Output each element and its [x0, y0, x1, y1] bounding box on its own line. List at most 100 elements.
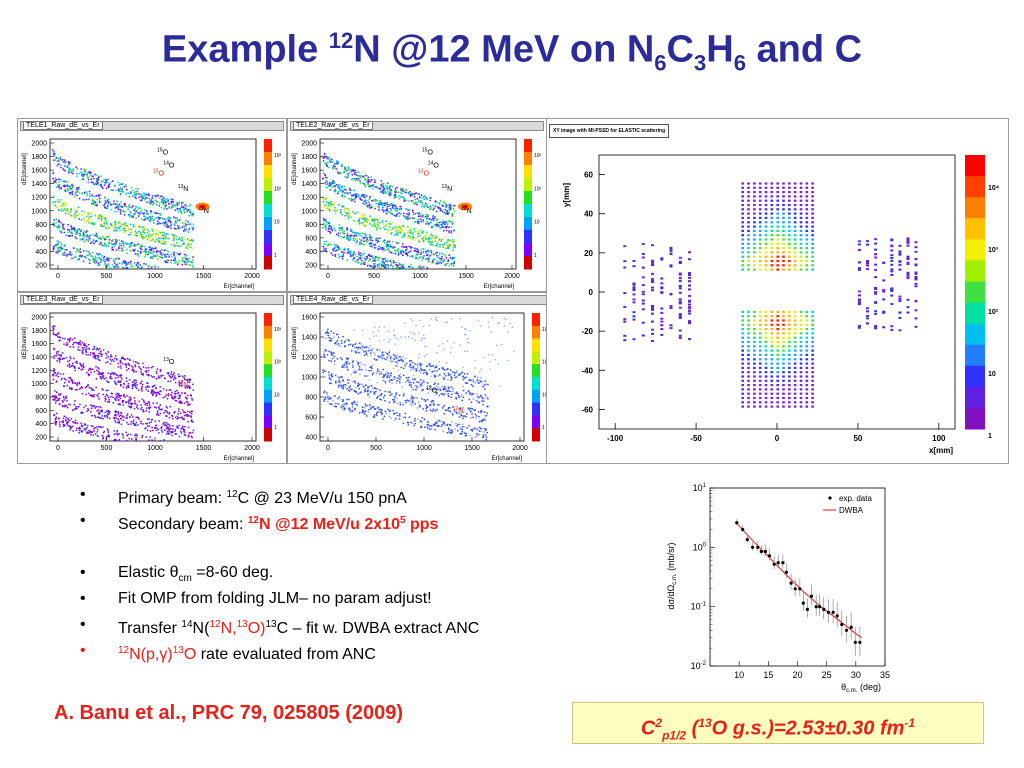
colorbar-label: 1 — [534, 253, 537, 259]
x-tick-label: 50 — [853, 434, 862, 443]
x-tick-label: -50 — [690, 434, 702, 443]
bullet-elastic: • Elastic θcm =8-60 deg. — [80, 564, 274, 585]
colorbar-label: 10³ — [274, 153, 282, 159]
dwba-chart: 101 100 10-1 10-2 10 15 20 25 30 35 θc.m. (deg) dσ/… — [666, 483, 890, 694]
x-tick-label: 2000 — [244, 273, 260, 280]
colorbar-label: 10² — [274, 186, 282, 192]
data-point — [858, 640, 862, 644]
y-tick-label: -20 — [581, 327, 593, 336]
slide-title: Example 12N @12 MeV on N6C3H6 and C — [161, 28, 863, 76]
y-tick-label: 600 — [35, 235, 47, 242]
colorbar-label: 10³ — [274, 327, 282, 333]
data-point — [814, 605, 818, 609]
isotope-label: 13O — [426, 385, 438, 394]
y-tick-label: 600 — [305, 235, 317, 242]
xy-plot: 60 40 20 0 -20 -40 -60 -100 -50 0 50 100 x[mm] y[mm] 1… — [562, 154, 1000, 455]
x-tick-label: 0 — [56, 273, 60, 280]
isotope-label: 13O — [418, 168, 430, 177]
y-axis-label: dE[channel] — [292, 153, 298, 185]
y-tick-label: 1200 — [31, 195, 47, 202]
data-point — [798, 587, 802, 591]
x-tick-label: 100 — [932, 434, 946, 443]
y-tick-label: 100 — [693, 542, 707, 552]
data-point — [805, 607, 809, 611]
data-point — [801, 601, 805, 605]
y-axis-label: dσ/dΩc.m. (mb/sr) — [666, 542, 678, 609]
data-point — [741, 527, 745, 532]
data-point — [835, 614, 839, 618]
x-tick-label: 1500 — [196, 445, 212, 452]
x-tick-label: -100 — [607, 434, 624, 443]
y-tick-label: 1200 — [301, 355, 317, 362]
isotope-label: 15O — [157, 148, 169, 157]
colorbar-label: 1 — [542, 425, 545, 431]
dwba-frame — [709, 487, 886, 667]
x-tick-label: 2000 — [504, 273, 520, 280]
y-tick-label: 400 — [305, 249, 317, 256]
plot-frame — [319, 138, 517, 270]
tele4-panel: TELE4_Raw_dE_vs_Er 1600 1400 1200 1000 800 60… — [287, 292, 555, 464]
y-tick-label: 2000 — [31, 141, 47, 148]
y-tick-label: -40 — [581, 366, 593, 375]
colorbar-label: 10² — [542, 360, 550, 366]
bullet-transfer: • Transfer 14N(12N,13O)13C – fit w. DWBA … — [80, 616, 480, 637]
data-point — [826, 610, 830, 614]
y-tick-label: 0 — [589, 288, 594, 297]
x-tick-label: 0 — [326, 445, 330, 452]
colorbar-label: 10³ — [534, 153, 542, 159]
y-tick-label: 1600 — [31, 341, 47, 348]
y-tick-label: 2000 — [301, 141, 317, 148]
colorbar-label: 10² — [274, 360, 282, 366]
bullet-rate: • 12N(p,γ)13O rate evaluated from ANC — [80, 642, 376, 663]
colorbar-label: 10³ — [988, 247, 999, 254]
isotope-label: 12N — [198, 206, 209, 215]
tele3-panel: TELE3_Raw_dE_vs_Er 2000 1800 1600 1400 1200 1… — [17, 292, 287, 464]
y-tick-label: 60 — [584, 171, 593, 180]
panel-header: TELE3_Raw_dE_vs_Er — [20, 295, 284, 305]
xy-header: XY image with MI-PSSD for ELASTIC scatte… — [549, 124, 670, 138]
y-tick-label: 40 — [584, 210, 593, 219]
tele2-panel: TELE2_Raw_dE_vs_Er 2000 1800 1600 1400 1200 1… — [287, 118, 547, 292]
data-point — [776, 561, 780, 565]
x-tick-label: 35 — [880, 670, 890, 680]
data-point — [809, 594, 814, 598]
data-point — [745, 538, 749, 542]
y-tick-label: 800 — [305, 395, 317, 402]
reference-citation: A. Banu et al., PRC 79, 025805 (2009) — [54, 702, 404, 724]
colorbar-label: 10 — [542, 392, 548, 398]
x-tick-label: 2000 — [512, 445, 528, 452]
isotope-label: 13O — [153, 168, 165, 177]
data-point — [793, 587, 797, 591]
data-point — [735, 521, 739, 525]
y-tick-label: 800 — [35, 222, 47, 229]
y-tick-label: 1200 — [301, 195, 317, 202]
y-tick-label: 1200 — [31, 368, 47, 375]
colorbar-label: 10⁴ — [988, 185, 1000, 192]
data-point — [844, 628, 849, 632]
y-tick-label: 1400 — [301, 181, 317, 188]
data-point — [751, 545, 755, 549]
isotope-label: 13N — [178, 184, 189, 193]
y-axis-label: y[mm] — [562, 183, 571, 207]
x-axis-label: Er[channel] — [492, 456, 523, 462]
tele4-plot: 1600 1400 1200 1000 800 600 400 0 500 1000 1500 200… — [292, 312, 550, 462]
y-tick-label: 200 — [35, 263, 47, 270]
x-axis-label: θc.m. (deg) — [841, 682, 881, 694]
plot-frame — [319, 312, 525, 442]
bullet-list: • Primary beam: 12C @ 23 MeV/u 150 pnA • S… — [80, 482, 600, 664]
colorbar-label: 1 — [274, 425, 277, 431]
isotope-label: 13N — [442, 184, 453, 193]
data-point — [789, 581, 793, 585]
data-point — [822, 607, 826, 611]
colorbar-label: 10³ — [542, 327, 550, 333]
x-axis-label: Er[channel] — [224, 284, 255, 290]
y-tick-label: 1800 — [31, 154, 47, 161]
x-tick-label: 0 — [775, 434, 780, 443]
x-tick-label: 20 — [792, 670, 802, 680]
isotope-label: 15O — [422, 148, 434, 157]
x-tick-label: 500 — [370, 445, 382, 452]
x-axis-label: Er[channel] — [484, 284, 515, 290]
data-point — [763, 549, 767, 554]
